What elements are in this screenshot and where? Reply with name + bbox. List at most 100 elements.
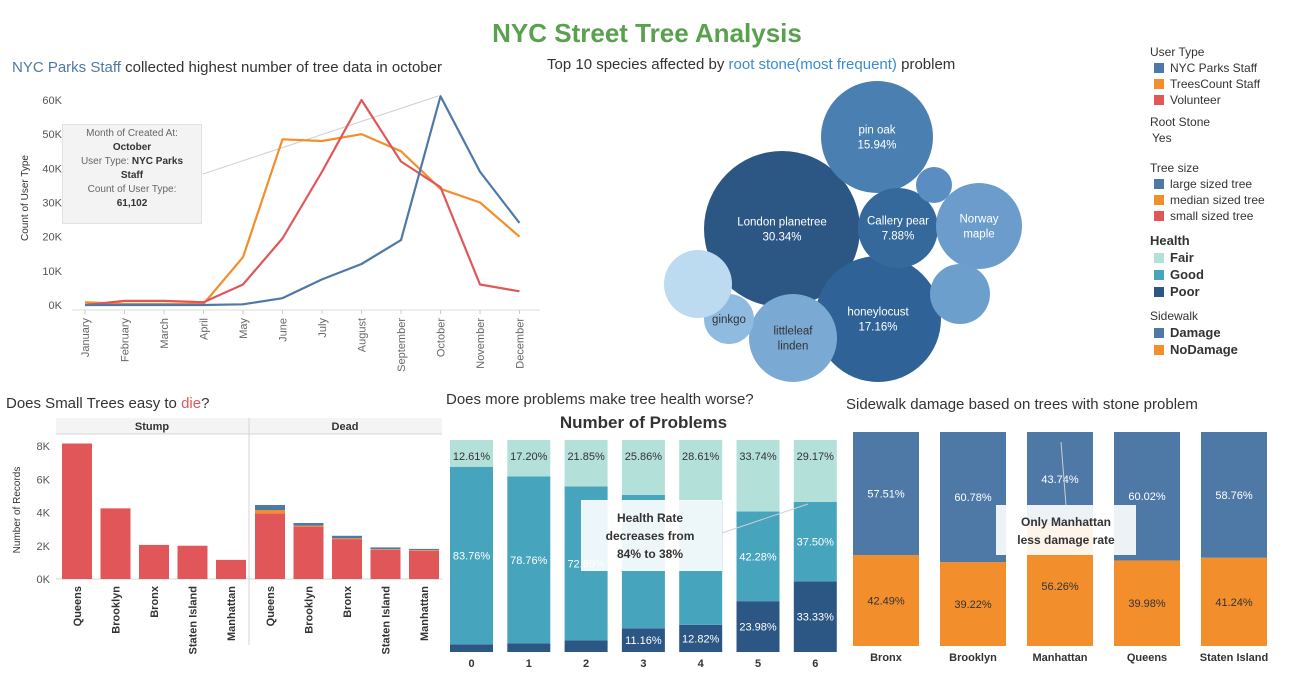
bubble-label: honeylocust <box>847 307 909 319</box>
bubble-title-pre: Top 10 species affected by <box>547 56 729 73</box>
legend-swatch <box>1154 286 1164 297</box>
bar <box>293 526 324 579</box>
bar-label: 28.61% <box>682 451 720 463</box>
bar <box>255 513 285 579</box>
x-tick-label: 0 <box>468 658 474 670</box>
bar-poor <box>621 628 665 652</box>
legend-health-item[interactable]: Good <box>1154 267 1290 282</box>
bar-fair <box>564 440 608 487</box>
x-tick-label: Bronx <box>149 585 161 618</box>
y-tick-label: 10K <box>42 266 62 278</box>
x-tick-label: December <box>515 318 527 369</box>
legend-swatch <box>1154 79 1164 89</box>
bar-damage <box>940 432 1006 563</box>
x-tick-label: 2 <box>583 658 589 670</box>
legend-swatch <box>1154 252 1164 263</box>
legend-user-type-item[interactable]: TreesCount Staff <box>1154 77 1290 91</box>
legend-swatch <box>1154 195 1164 205</box>
bar <box>332 535 362 539</box>
bar <box>293 522 324 526</box>
tooltip-line-3: User Type: NYC Parks <box>80 156 184 167</box>
bubble-littleleaf-linden <box>749 294 837 382</box>
legend-swatch <box>1154 327 1164 338</box>
bar-label: 58.76% <box>1215 490 1253 502</box>
legend-sidewalk-item[interactable]: NoDamage <box>1154 342 1290 357</box>
y-tick-label: 8K <box>37 441 51 453</box>
x-tick-label: February <box>120 318 132 363</box>
bar-good <box>450 466 493 645</box>
x-tick-label: Manhattan <box>419 586 431 641</box>
x-tick-label: Queens <box>72 586 84 626</box>
tooltip-line-2: October <box>112 142 152 153</box>
legend-swatch <box>1154 344 1164 355</box>
bar-label: 11.16% <box>625 635 662 647</box>
tooltip-line-5: Count of User Type: <box>87 184 177 195</box>
x-tick-label: Manhattan <box>1033 652 1088 664</box>
bar-label: 60.78% <box>954 492 992 504</box>
legend-tree-size-item[interactable]: large sized tree <box>1154 177 1290 191</box>
bar-label: 41.24% <box>1215 597 1253 609</box>
bar-poor <box>679 624 723 652</box>
y-axis-label: Number of Records <box>12 467 23 554</box>
bar-label: 17.20% <box>510 451 548 463</box>
bar-nodamage <box>1114 560 1180 646</box>
annotation-box <box>996 505 1136 555</box>
x-tick-label: October <box>436 318 448 357</box>
bar-label: 37.50% <box>797 537 835 549</box>
bar-good <box>736 511 780 602</box>
legend-swatch <box>1154 63 1164 73</box>
bar-label: 25.86% <box>625 451 663 463</box>
bar-nodamage <box>1201 557 1267 646</box>
bubble-label: 30.34% <box>762 232 801 244</box>
annotation-text: decreases from <box>606 529 695 543</box>
legend-user-type-item[interactable]: Volunteer <box>1154 93 1290 107</box>
bubble-label: maple <box>963 229 994 241</box>
legend-root-stone-value[interactable]: Yes <box>1152 131 1172 145</box>
tooltip: Month of Created At: October User Type: … <box>62 124 202 224</box>
y-tick-label: 60K <box>42 95 62 107</box>
bar <box>177 545 208 579</box>
bubble-label: London planetree <box>737 217 827 229</box>
bar-good <box>507 476 551 644</box>
panel-title: Stump <box>135 421 170 433</box>
x-tick-label: Staten Island <box>188 586 200 654</box>
bubble-label: linden <box>778 341 809 353</box>
legend-tree-size-title: Tree size <box>1150 161 1199 175</box>
small-trees-title: Does Small Trees easy to die? <box>6 395 209 412</box>
bar-label: 56.26% <box>1041 581 1079 593</box>
legend-tree-size-item[interactable]: median sized tree <box>1154 193 1290 207</box>
bar-label: 39.98% <box>1128 598 1166 610</box>
bar <box>409 548 439 551</box>
legend-health-title: Health <box>1150 233 1190 248</box>
bar-damage <box>853 432 919 556</box>
y-tick-label: 0K <box>49 300 63 312</box>
bar-poor <box>793 581 837 652</box>
bar-nodamage <box>853 555 919 646</box>
legend-tree-size-item[interactable]: small sized tree <box>1154 209 1290 223</box>
y-tick-label: 2K <box>37 541 51 553</box>
bar-fair <box>679 440 723 501</box>
bar-poor <box>564 640 608 652</box>
bar-good <box>793 501 837 582</box>
problems-question: Does more problems make tree health wors… <box>446 391 754 408</box>
bubble-unlabeled <box>930 264 990 324</box>
annotation-text: Only Manhattan <box>1021 515 1111 529</box>
x-tick-label: July <box>317 318 329 338</box>
y-tick-label: 0K <box>37 574 51 586</box>
legend-health-item[interactable]: Fair <box>1154 250 1290 265</box>
legend-sidewalk-item[interactable]: Damage <box>1154 325 1290 340</box>
bar-label: 57.51% <box>867 489 905 501</box>
tooltip-connector <box>202 95 439 175</box>
legend-panel: User Type NYC Parks Staff TreesCount Sta… <box>1150 45 1290 359</box>
annotation-connector <box>721 503 809 534</box>
legend-user-type-item[interactable]: NYC Parks Staff <box>1154 61 1290 75</box>
x-tick-label: Manhattan <box>226 586 238 641</box>
legend-health-item[interactable]: Poor <box>1154 284 1290 299</box>
small-trees-title-post: ? <box>201 395 210 412</box>
x-tick-label: August <box>357 318 369 352</box>
bar <box>293 525 324 527</box>
legend-swatch <box>1154 179 1164 189</box>
y-tick-label: 50K <box>42 129 62 141</box>
y-tick-label: 4K <box>37 508 51 520</box>
